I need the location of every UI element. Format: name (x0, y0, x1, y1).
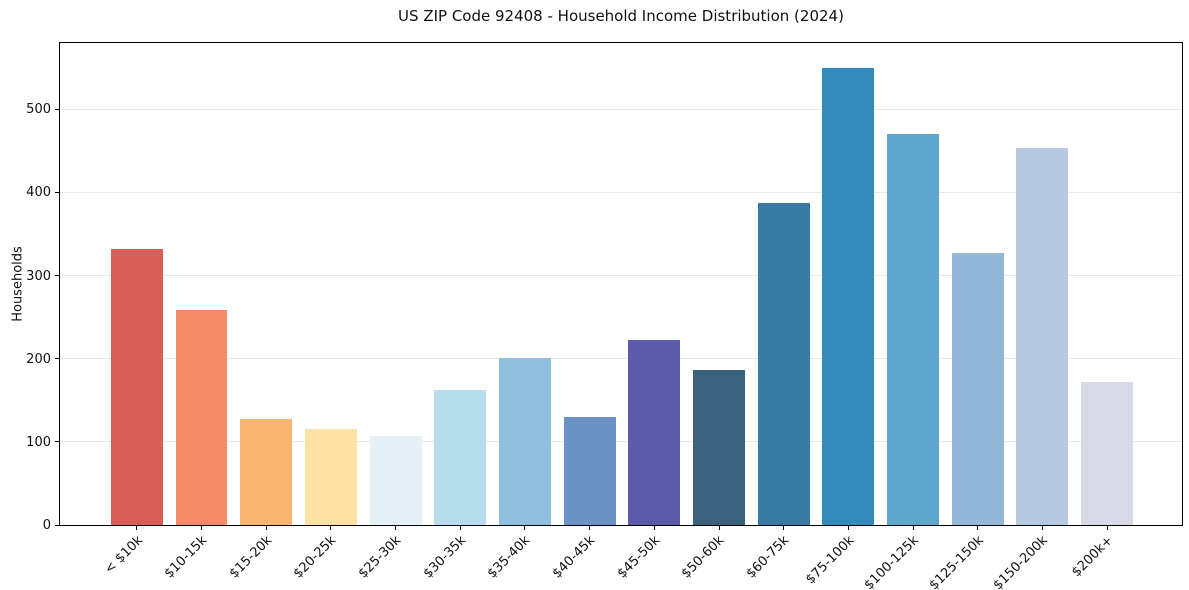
x-tick-mark-8 (653, 525, 655, 530)
bar-60-75k (757, 203, 810, 525)
bar-40-45k (563, 416, 616, 525)
x-tick-label-8: $45-50k (614, 533, 663, 582)
x-tick-label-0: < $10k (101, 533, 146, 578)
y-tick-mark-400 (55, 191, 60, 193)
x-tick-mark-10 (783, 525, 785, 530)
y-tick-mark-500 (55, 108, 60, 110)
y-axis-label: Households (10, 246, 26, 322)
bar-15-20k (240, 418, 293, 525)
x-tick-mark-15 (1106, 525, 1108, 530)
bar-30-35k (434, 390, 487, 525)
gridline-400 (60, 191, 1182, 193)
x-tick-mark-4 (395, 525, 397, 530)
x-tick-mark-9 (718, 525, 720, 530)
x-tick-mark-1 (201, 525, 203, 530)
bar-25-30k (369, 436, 422, 525)
plot-area: 0 100 200 300 400 500 < $10k $10-15k $15-20k $20… (26, 42, 1183, 590)
x-tick-label-11: $75-100k (802, 533, 857, 588)
y-tick-label-0: 0 (42, 518, 51, 533)
gridline-200 (60, 358, 1182, 360)
x-tick-mark-12 (912, 525, 914, 530)
x-tick-label-4: $25-30k (355, 533, 405, 582)
bar-150-200k (1016, 148, 1069, 525)
bar-45-50k (628, 340, 681, 525)
gridline-500 (60, 108, 1182, 110)
x-tick-label-5: $30-35k (420, 533, 469, 582)
y-tick-label-400: 400 (26, 185, 51, 201)
x-tick-label-14: $150-200k (990, 533, 1051, 590)
y-tick-mark-0 (55, 524, 60, 526)
x-tick-label-1: $10-15k (161, 533, 211, 582)
bar-75-100k (822, 67, 875, 525)
x-tick-mark-3 (330, 525, 332, 530)
bar-200k (1081, 381, 1133, 525)
bar-50-60k (693, 369, 745, 525)
y-tick-label-200: 200 (26, 351, 51, 367)
bar-10-15k (175, 310, 228, 525)
bar-100-125k (887, 134, 939, 525)
y-tick-label-300: 300 (26, 268, 51, 284)
y-tick-mark-200 (55, 358, 60, 360)
x-tick-label-2: $15-20k (226, 533, 275, 582)
x-tick-mark-2 (265, 525, 267, 530)
x-tick-label-7: $40-45k (549, 533, 599, 582)
x-tick-mark-14 (1041, 525, 1043, 530)
x-tick-label-12: $100-125k (861, 533, 922, 590)
x-tick-mark-0 (136, 525, 138, 530)
x-tick-label-13: $125-150k (926, 533, 987, 590)
chart-title: US ZIP Code 92408 - Household Income Dis… (398, 7, 844, 25)
x-tick-label-15: $200k+ (1068, 533, 1116, 581)
x-tick-label-3: $20-25k (291, 533, 340, 582)
bar-10k (111, 248, 163, 525)
x-tick-label-6: $35-40k (485, 533, 534, 582)
bar-20-25k (305, 429, 357, 525)
x-tick-mark-13 (977, 525, 979, 530)
gridline-300 (60, 275, 1182, 277)
y-tick-label-500: 500 (26, 102, 51, 118)
x-tick-mark-5 (459, 525, 461, 530)
x-tick-label-9: $50-60k (679, 533, 728, 582)
y-tick-mark-100 (55, 441, 60, 443)
y-tick-mark-300 (55, 275, 60, 277)
x-tick-mark-7 (589, 525, 591, 530)
x-tick-mark-6 (524, 525, 526, 530)
y-tick-label-100: 100 (26, 434, 51, 450)
x-tick-label-10: $60-75k (743, 533, 793, 582)
bar-125-150k (951, 253, 1004, 525)
gridline-100 (60, 441, 1182, 443)
x-tick-mark-11 (847, 525, 849, 530)
bar-35-40k (499, 357, 551, 525)
